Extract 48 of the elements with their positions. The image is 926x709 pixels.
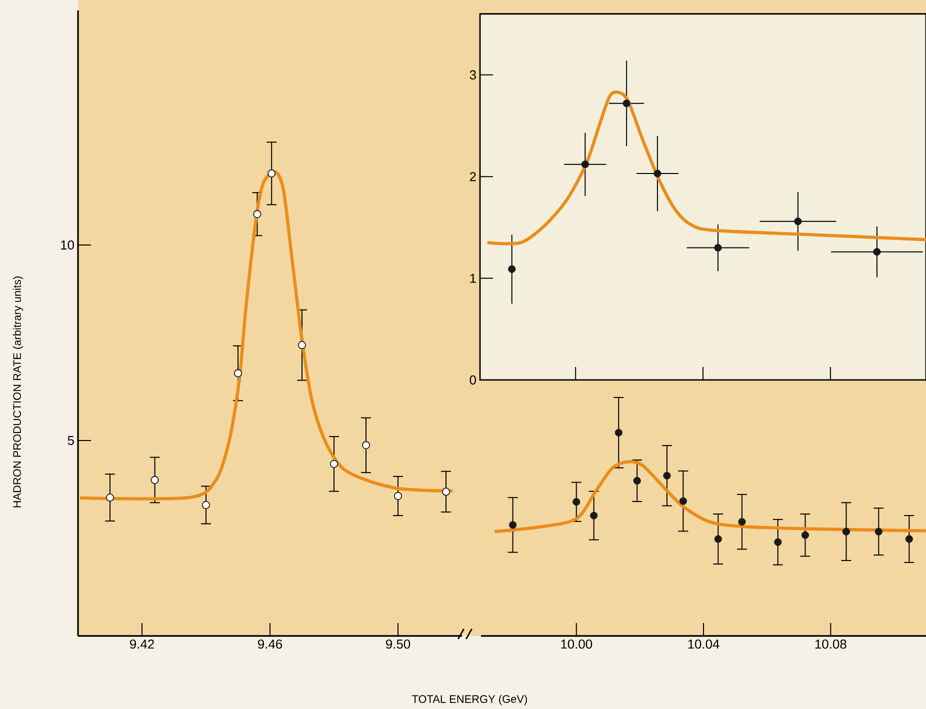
x-axis-title: TOTAL ENERGY (GeV) [412,694,527,706]
x-tick-label: 10.00 [561,640,592,649]
x-tick-label: 9.50 [386,640,410,649]
point [874,528,882,536]
line-series [78,170,454,500]
point [298,341,306,350]
point [150,476,159,484]
point [508,521,517,529]
y-axis-title: HADRON PRODUCTION RATE (arbitrary units) [12,276,24,508]
y-tick-label: 1 [470,274,476,283]
point [614,428,622,436]
point [330,460,338,468]
point [581,160,589,168]
point [202,500,210,510]
point [253,210,262,218]
point [362,441,370,450]
point [633,476,641,485]
point [679,497,687,505]
point [714,244,722,252]
point [508,265,516,273]
point [394,492,402,500]
point [842,528,850,536]
point [268,169,276,178]
point [572,498,580,506]
point [234,369,242,378]
point [590,512,598,520]
point [442,488,450,496]
point [738,518,746,526]
y-tick-label: 10 [61,240,74,250]
y-tick-label: 3 [470,70,476,80]
y-tick-label: 0 [470,375,476,385]
point [774,538,782,546]
y-tick-label: 2 [470,172,476,182]
point [106,494,114,502]
point [873,248,881,256]
x-tick-label: 10.04 [688,640,720,649]
point [794,218,802,226]
x-tick-label: 10.08 [815,640,846,649]
x-tick-label: 9.42 [130,640,154,649]
point [801,531,810,539]
y-tick-label: 5 [68,436,74,445]
line-series [486,90,926,246]
point [714,535,722,543]
point [905,535,913,543]
point [654,170,662,178]
x-tick-label: 9.46 [258,640,282,649]
point [663,472,671,480]
point [622,100,630,108]
